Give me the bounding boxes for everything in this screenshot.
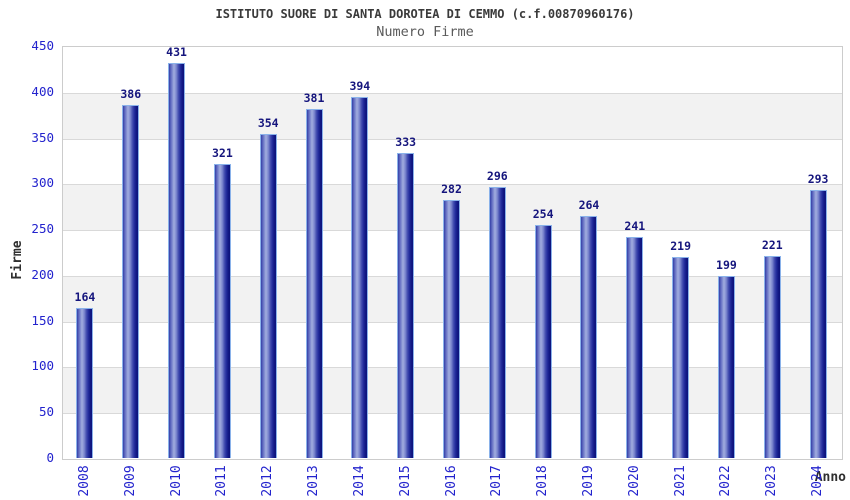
x-tick-label-2009: 2009	[122, 465, 138, 497]
bar-2014	[351, 97, 369, 458]
bar-2010	[168, 63, 186, 458]
y-tick-label: 50	[38, 404, 54, 420]
bar-2022	[717, 275, 735, 458]
value-label-2012: 354	[257, 115, 279, 130]
x-tick-label-2024: 2024	[810, 465, 826, 497]
value-label-2016: 282	[441, 181, 462, 196]
x-tick-label-2016: 2016	[443, 465, 459, 497]
x-tick-label-2010: 2010	[168, 465, 184, 497]
bar-2021	[672, 257, 690, 458]
y-tick-label: 0	[46, 450, 54, 465]
y-tick-label: 350	[31, 129, 54, 145]
bar-2009	[122, 104, 140, 458]
x-tick-label-2022: 2022	[718, 465, 734, 497]
y-tick-label: 200	[31, 266, 54, 282]
x-tick-label-2008: 2008	[76, 465, 92, 497]
chart-title: ISTITUTO SUORE DI SANTA DOROTEA DI CEMMO…	[215, 7, 635, 21]
bar-2017	[488, 186, 506, 458]
bar-2018	[534, 225, 552, 458]
y-tick-label: 150	[31, 312, 54, 328]
bar-2012	[259, 133, 277, 458]
y-tick-label: 400	[31, 83, 54, 99]
y-tick-label: 250	[31, 221, 54, 237]
bar-2013	[305, 109, 323, 458]
bar-2008	[76, 307, 94, 458]
bar-2020	[626, 237, 644, 458]
x-tick-label-2014: 2014	[351, 465, 367, 497]
value-label-2010: 431	[166, 45, 187, 60]
plot-band	[63, 92, 842, 139]
gridline	[63, 138, 842, 140]
x-tick-label-2012: 2012	[260, 465, 276, 497]
x-tick-label-2015: 2015	[397, 465, 413, 497]
bar-2015	[397, 153, 415, 458]
y-tick-label: 300	[31, 175, 54, 191]
chart-subtitle: Numero Firme	[376, 24, 474, 40]
bar-2016	[443, 199, 460, 458]
x-tick-label-2020: 2020	[626, 465, 642, 497]
value-label-2013: 381	[303, 91, 325, 106]
x-tick-label-2019: 2019	[580, 465, 596, 497]
x-tick-label-2013: 2013	[306, 465, 322, 497]
x-tick-label-2023: 2023	[764, 465, 780, 497]
value-label-2008: 164	[74, 289, 96, 304]
value-label-2015: 333	[395, 135, 417, 150]
x-axis-label: Anno	[814, 470, 846, 485]
plot-band	[63, 47, 842, 93]
value-label-2014: 394	[349, 79, 371, 94]
value-label-2021: 219	[670, 239, 691, 254]
value-label-2018: 254	[532, 207, 554, 222]
value-label-2017: 296	[486, 168, 508, 183]
bar-2011	[213, 164, 231, 458]
y-tick-label: 450	[31, 38, 54, 53]
value-label-2009: 386	[120, 86, 142, 101]
gridline	[63, 184, 842, 186]
x-tick-label-2017: 2017	[489, 465, 505, 497]
value-label-2022: 199	[716, 257, 737, 272]
y-tick-label: 100	[31, 358, 54, 374]
plot-band	[63, 138, 842, 185]
value-label-2023: 221	[761, 237, 783, 252]
x-tick-label-2018: 2018	[535, 465, 551, 497]
value-label-2024: 293	[807, 171, 829, 186]
plot-area	[62, 46, 843, 460]
value-label-2011: 321	[211, 146, 233, 161]
value-label-2020: 241	[624, 219, 646, 234]
x-tick-label-2011: 2011	[214, 465, 230, 497]
bar-2024	[809, 189, 827, 458]
bar-2023	[763, 255, 781, 458]
value-label-2019: 264	[578, 198, 600, 213]
x-tick-label-2021: 2021	[672, 465, 688, 497]
gridline	[63, 92, 842, 94]
bar-2019	[580, 216, 598, 458]
